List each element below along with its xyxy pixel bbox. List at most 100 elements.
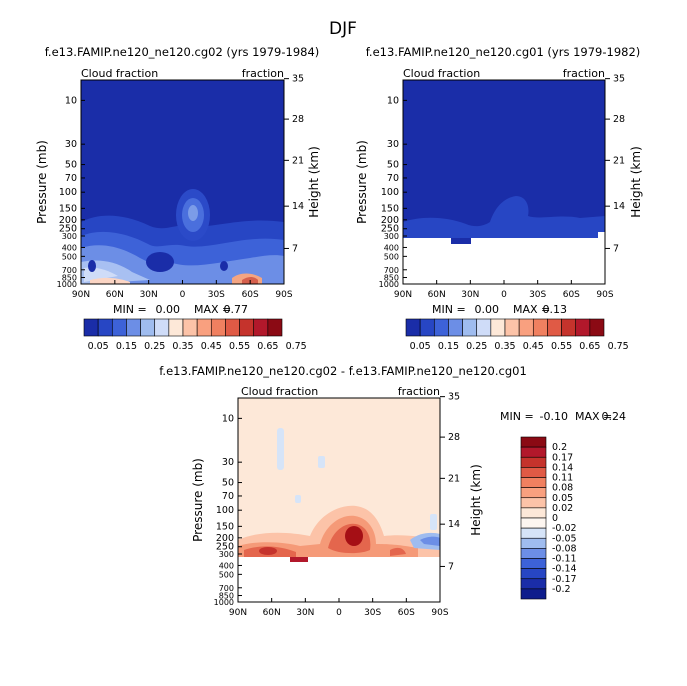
- y-tick-label: 1000: [214, 598, 234, 607]
- colorbar-swatch: [182, 318, 198, 337]
- contour-neg-patch-1: [277, 428, 284, 470]
- x-tick-label: 90N: [394, 290, 412, 300]
- y-tick-label: 850: [219, 592, 234, 601]
- panel-2-title: f.e13.FAMIP.ne120_ne120.cg01 (yrs 1979-1…: [366, 45, 641, 59]
- height-tick-label: 28: [613, 114, 625, 125]
- colorbar-swatch: [239, 318, 255, 337]
- panel-1-colorbar: 0.05 0.15 0.25 0.35 0.45 0.55 0.65 0.75: [83, 318, 307, 352]
- y-tick-label: 70: [387, 173, 399, 184]
- y-tick-label: 250: [381, 224, 399, 235]
- x-tick-label: 30N: [140, 290, 158, 300]
- panel-2-contours: [403, 196, 605, 284]
- colorbar-swatch: [518, 318, 534, 337]
- colorbar-label: 0: [552, 513, 558, 524]
- panel-3-ylabel: Pressure (mb): [191, 458, 205, 542]
- y-tick-label: 700: [219, 584, 234, 593]
- figure-title: DJF: [329, 19, 357, 39]
- y-tick-label: 200: [59, 215, 77, 226]
- colorbar-swatch: [97, 318, 113, 337]
- contour-pos-band-2: [238, 515, 418, 557]
- height-tick-label: 35: [292, 74, 304, 85]
- panel-2-colorbar: 0.05 0.15 0.25 0.35 0.45 0.55 0.65 0.75: [405, 318, 629, 352]
- y-tick-label: 10: [222, 413, 234, 424]
- colorbar-label: 0.05: [410, 341, 431, 352]
- x-tick-label: 90N: [229, 608, 247, 618]
- y-tick-label: 70: [222, 491, 234, 502]
- colorbar-label: -0.05: [552, 533, 577, 544]
- colorbar-swatch: [520, 507, 547, 519]
- colorbar-swatch: [154, 318, 170, 337]
- colorbar-swatch: [168, 318, 184, 337]
- y-tick-label: 250: [59, 224, 77, 235]
- panel-3-ylabel-right: Height (km): [469, 464, 483, 535]
- y-tick-label: 70: [65, 173, 77, 184]
- y-tick-label: 150: [59, 203, 77, 214]
- colorbar-label: 0.14: [552, 462, 573, 473]
- colorbar-swatch: [575, 318, 591, 337]
- panel-1: f.e13.FAMIP.ne120_ne120.cg02 (yrs 1979-1…: [35, 45, 321, 352]
- panel-2-max-label: MAX =: [513, 303, 550, 316]
- y-tick-label: 10: [387, 95, 399, 106]
- colorbar-swatch: [520, 477, 547, 488]
- colorbar-label: 0.45: [201, 341, 222, 352]
- contour-pos-core-2: [259, 547, 277, 555]
- panel-3-corner-right: fraction: [398, 385, 440, 398]
- y-tick-label: 100: [381, 187, 399, 198]
- colorbar-label: -0.11: [552, 554, 577, 565]
- colorbar-swatch: [126, 318, 141, 337]
- y-tick-label: 100: [59, 187, 77, 198]
- colorbar-swatch: [419, 318, 435, 337]
- y-tick-label: 250: [216, 542, 234, 553]
- colorbar-swatch: [520, 537, 547, 549]
- panel-3-min-value: -0.10: [540, 410, 568, 423]
- x-tick-label: 30S: [529, 290, 546, 300]
- colorbar-swatch: [140, 318, 156, 337]
- colorbar-swatch: [520, 558, 547, 569]
- colorbar-swatch: [520, 497, 547, 509]
- height-tick-label: 28: [448, 432, 460, 443]
- panel-1-corner-left: Cloud fraction: [81, 67, 158, 80]
- colorbar-swatch: [433, 318, 449, 337]
- panel-1-title: f.e13.FAMIP.ne120_ne120.cg02 (yrs 1979-1…: [45, 45, 320, 59]
- colorbar-swatch: [83, 318, 99, 337]
- colorbar-label: 0.75: [286, 341, 307, 352]
- height-tick-label: 28: [292, 114, 304, 125]
- y-tick-label: 100: [216, 505, 234, 516]
- contour-upper-band: [403, 196, 605, 238]
- y-tick-label: 200: [216, 533, 234, 544]
- colorbar-swatch: [448, 318, 463, 337]
- colorbar-label: 0.55: [551, 341, 572, 352]
- y-tick-label: 150: [216, 521, 234, 532]
- x-tick-label: 0: [336, 608, 342, 618]
- colorbar-label: -0.2: [552, 584, 571, 595]
- y-tick-label: 500: [219, 570, 234, 579]
- x-tick-label: 90S: [596, 290, 613, 300]
- panel-1-max-value: 0.77: [224, 303, 249, 316]
- panel-1-max-label: MAX =: [194, 303, 231, 316]
- y-tick-label: 500: [62, 252, 77, 261]
- colorbar-label: -0.02: [552, 523, 577, 534]
- colorbar-swatch: [520, 456, 547, 468]
- colorbar-swatch: [225, 318, 240, 337]
- height-tick-label: 21: [292, 155, 304, 166]
- colorbar-label: -0.17: [552, 574, 577, 585]
- height-tick-label: 35: [613, 74, 625, 85]
- colorbar-label: 0.25: [144, 341, 165, 352]
- height-tick-label: 21: [613, 155, 625, 166]
- colorbar-label: 0.11: [552, 473, 573, 484]
- colorbar-label: 0.08: [552, 483, 573, 494]
- height-tick-label: 7: [292, 243, 298, 254]
- y-tick-label: 400: [219, 561, 234, 570]
- colorbar-label: -0.14: [552, 564, 577, 575]
- colorbar-swatch: [462, 318, 478, 337]
- panel-1-contours: [81, 189, 284, 284]
- panel-3-contours: [238, 428, 440, 602]
- colorbar-label: 0.75: [608, 341, 629, 352]
- panel-2-max-value: 0.13: [543, 303, 568, 316]
- height-tick-label: 14: [613, 201, 625, 212]
- x-tick-label: 60N: [263, 608, 281, 618]
- panel-3-max-value: 0.24: [602, 410, 627, 423]
- height-tick-label: 14: [292, 201, 304, 212]
- colorbar-label: 0.35: [172, 341, 193, 352]
